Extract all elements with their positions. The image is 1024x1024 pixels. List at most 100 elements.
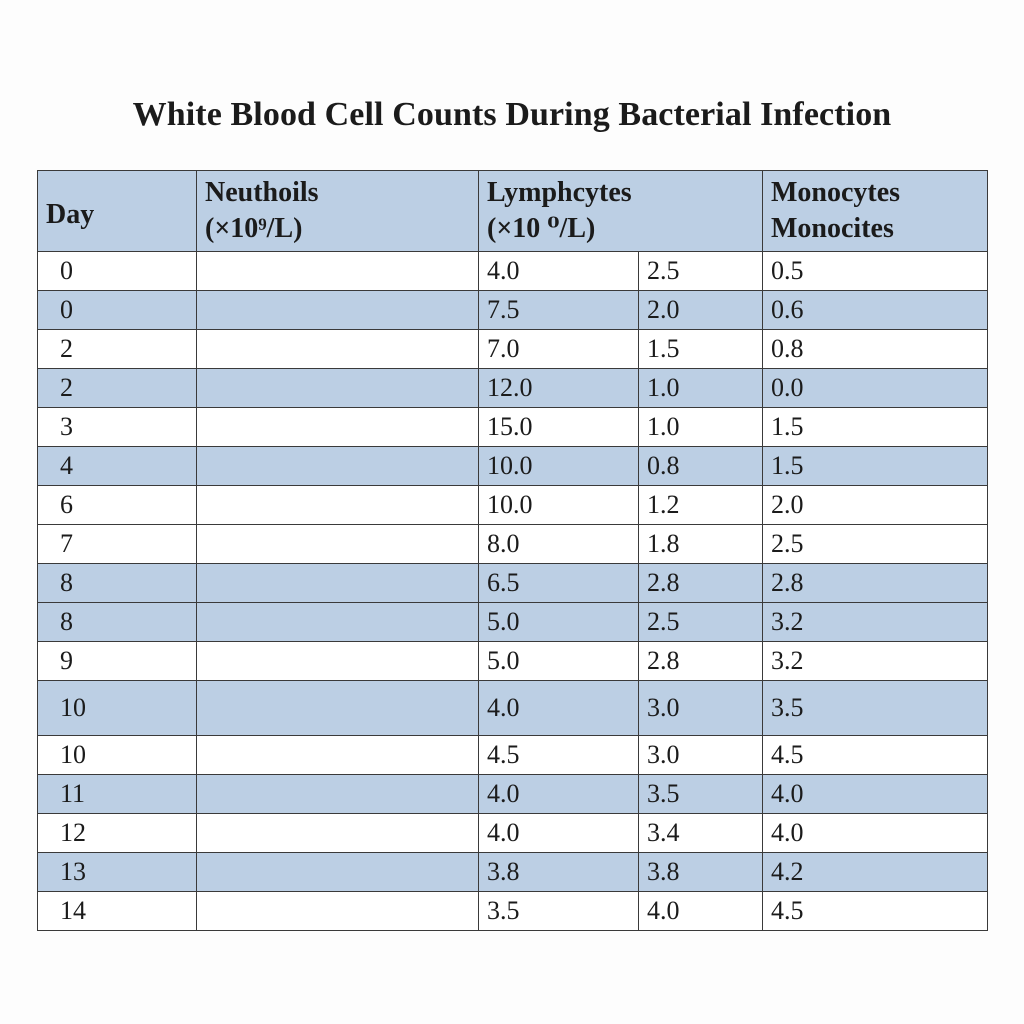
table-row: 13 3.8 3.8 4.2: [37, 852, 988, 892]
cell-monocytes: 2.5: [762, 524, 988, 564]
cell-monocytes: 4.0: [762, 774, 988, 814]
cell-lymphocytes-a: 7.5: [478, 290, 639, 330]
cell-lymphocytes-b: 4.0: [638, 891, 763, 931]
header-row: Day Neuthoils (×10⁹/L) Lymphcytes (×10 ⁰…: [37, 170, 988, 252]
cell-lymphocytes-b: 2.5: [638, 251, 763, 291]
header-day: Day: [37, 170, 197, 252]
header-neutrophils-label: Neuthoils: [205, 177, 319, 208]
cell-lymphocytes-a: 4.0: [478, 251, 639, 291]
cell-day: 4: [37, 446, 197, 486]
table-row: 10 4.5 3.0 4.5: [37, 735, 988, 775]
cell-lymphocytes-a: 5.0: [478, 641, 639, 681]
cell-monocytes: 4.2: [762, 852, 988, 892]
cell-monocytes: 0.5: [762, 251, 988, 291]
cell-neutrophils: [196, 251, 479, 291]
table-row: 12 4.0 3.4 4.0: [37, 813, 988, 853]
cell-day: 3: [37, 407, 197, 447]
cell-neutrophils: [196, 329, 479, 369]
cell-day: 10: [37, 680, 197, 736]
table-row: 0 7.5 2.0 0.6: [37, 290, 988, 330]
cell-day: 8: [37, 602, 197, 642]
header-monocytes: Monocytes Monocites: [762, 170, 988, 252]
cell-neutrophils: [196, 290, 479, 330]
table-row: 4 10.0 0.8 1.5: [37, 446, 988, 486]
cell-day: 8: [37, 563, 197, 603]
cell-neutrophils: [196, 774, 479, 814]
cell-monocytes: 2.0: [762, 485, 988, 525]
cell-monocytes: 4.5: [762, 891, 988, 931]
cell-lymphocytes-b: 2.8: [638, 641, 763, 681]
cell-monocytes: 1.5: [762, 446, 988, 486]
cell-monocytes: 4.0: [762, 813, 988, 853]
table-row: 3 15.0 1.0 1.5: [37, 407, 988, 447]
cell-lymphocytes-a: 4.0: [478, 680, 639, 736]
cell-monocytes: 0.0: [762, 368, 988, 408]
table-row: 0 4.0 2.5 0.5: [37, 251, 988, 291]
cell-monocytes: 0.6: [762, 290, 988, 330]
cell-lymphocytes-a: 10.0: [478, 446, 639, 486]
cell-day: 2: [37, 368, 197, 408]
cell-lymphocytes-b: 2.8: [638, 563, 763, 603]
cell-neutrophils: [196, 641, 479, 681]
cell-lymphocytes-a: 6.5: [478, 563, 639, 603]
cell-monocytes: 3.5: [762, 680, 988, 736]
cell-lymphocytes-b: 2.0: [638, 290, 763, 330]
table-row: 8 6.5 2.8 2.8: [37, 563, 988, 603]
cell-lymphocytes-b: 1.0: [638, 368, 763, 408]
table-row: 11 4.0 3.5 4.0: [37, 774, 988, 814]
table-body: 0 4.0 2.5 0.5 0 7.5 2.0 0.6 2 7.0 1.5 0.8 2 12.0 1.0 0.…: [37, 251, 988, 931]
cell-lymphocytes-b: 3.8: [638, 852, 763, 892]
cell-neutrophils: [196, 368, 479, 408]
cell-monocytes: 3.2: [762, 602, 988, 642]
cell-lymphocytes-a: 4.5: [478, 735, 639, 775]
cell-day: 10: [37, 735, 197, 775]
cell-day: 0: [37, 251, 197, 291]
page-title: White Blood Cell Counts During Bacterial…: [132, 96, 892, 133]
cell-lymphocytes-a: 10.0: [478, 485, 639, 525]
header-neutrophils-unit: (×10⁹/L): [205, 213, 303, 244]
cell-neutrophils: [196, 852, 479, 892]
cell-day: 7: [37, 524, 197, 564]
header-lymphocytes-label: Lymphcytes: [487, 177, 632, 208]
cell-day: 0: [37, 290, 197, 330]
cell-lymphocytes-b: 3.4: [638, 813, 763, 853]
cell-day: 9: [37, 641, 197, 681]
header-monocytes-label: Monocytes: [771, 177, 901, 208]
cell-lymphocytes-a: 3.8: [478, 852, 639, 892]
table-row: 10 4.0 3.0 3.5: [37, 680, 988, 736]
cell-lymphocytes-b: 1.0: [638, 407, 763, 447]
cell-monocytes: 0.8: [762, 329, 988, 369]
cell-neutrophils: [196, 563, 479, 603]
header-lymphocytes: Lymphcytes (×10 ⁰/L): [478, 170, 763, 252]
header-monocytes-label-2: Monocites: [771, 213, 894, 244]
cell-lymphocytes-a: 7.0: [478, 329, 639, 369]
cell-neutrophils: [196, 891, 479, 931]
table-row: 6 10.0 1.2 2.0: [37, 485, 988, 525]
table-row: 2 12.0 1.0 0.0: [37, 368, 988, 408]
table-row: 9 5.0 2.8 3.2: [37, 641, 988, 681]
cell-monocytes: 3.2: [762, 641, 988, 681]
cell-lymphocytes-a: 15.0: [478, 407, 639, 447]
cell-neutrophils: [196, 524, 479, 564]
cell-day: 6: [37, 485, 197, 525]
cell-day: 2: [37, 329, 197, 369]
cell-monocytes: 1.5: [762, 407, 988, 447]
cell-lymphocytes-a: 3.5: [478, 891, 639, 931]
cell-lymphocytes-a: 5.0: [478, 602, 639, 642]
table-row: 14 3.5 4.0 4.5: [37, 891, 988, 931]
cell-monocytes: 4.5: [762, 735, 988, 775]
table-row: 7 8.0 1.8 2.5: [37, 524, 988, 564]
cell-lymphocytes-b: 3.0: [638, 680, 763, 736]
cell-lymphocytes-b: 3.5: [638, 774, 763, 814]
cell-neutrophils: [196, 407, 479, 447]
cell-day: 12: [37, 813, 197, 853]
cell-lymphocytes-a: 4.0: [478, 813, 639, 853]
header-lymphocytes-unit: (×10 ⁰/L): [487, 213, 596, 244]
cell-neutrophils: [196, 680, 479, 736]
cell-lymphocytes-b: 2.5: [638, 602, 763, 642]
cell-monocytes: 2.8: [762, 563, 988, 603]
cell-lymphocytes-b: 0.8: [638, 446, 763, 486]
cell-neutrophils: [196, 485, 479, 525]
table-row: 8 5.0 2.5 3.2: [37, 602, 988, 642]
cell-day: 13: [37, 852, 197, 892]
